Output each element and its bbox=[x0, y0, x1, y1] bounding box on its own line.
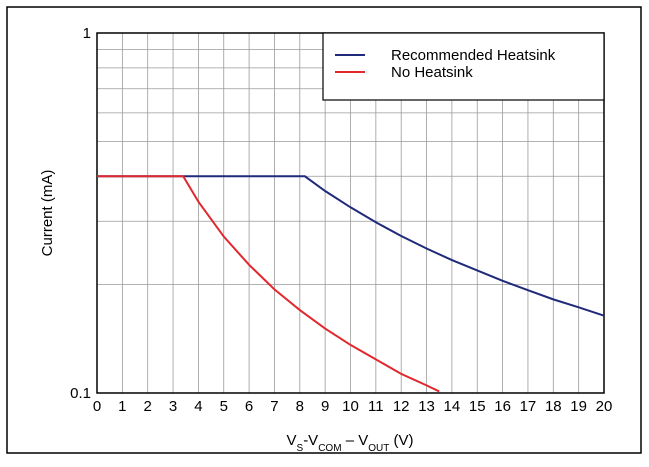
x-tick-label: 12 bbox=[393, 398, 410, 415]
x-axis-label-part: V bbox=[287, 432, 297, 449]
frame bbox=[6, 6, 642, 454]
line-series bbox=[97, 175, 440, 393]
x-axis-label-part: (V) bbox=[389, 432, 413, 449]
x-tick-label: 1 bbox=[118, 398, 126, 415]
x-tick-label: 14 bbox=[444, 398, 461, 415]
x-axis-label-part: OUT bbox=[368, 443, 389, 454]
x-axis-label-part: COM bbox=[318, 443, 341, 454]
x-tick-label: 5 bbox=[220, 398, 228, 415]
x-tick-label: 9 bbox=[321, 398, 329, 415]
x-tick-label: 7 bbox=[270, 398, 278, 415]
x-tick-label: 20 bbox=[596, 398, 613, 415]
x-tick-label: 11 bbox=[368, 398, 384, 415]
x-tick-label: 8 bbox=[296, 398, 304, 415]
legend-label: No Heatsink bbox=[391, 64, 473, 81]
x-tick-label: 16 bbox=[494, 398, 511, 415]
y-tick-label: 1 bbox=[83, 25, 91, 42]
x-tick-label: 17 bbox=[520, 398, 537, 415]
legend-box bbox=[322, 32, 605, 101]
x-axis-label-part: -V bbox=[303, 432, 318, 449]
x-axis-label-part: S bbox=[297, 443, 304, 454]
x-tick-label: 2 bbox=[144, 398, 152, 415]
x-axis-label-part: – V bbox=[342, 432, 369, 449]
x-tick-label: 4 bbox=[194, 398, 202, 415]
x-tick-label: 10 bbox=[342, 398, 359, 415]
x-tick-label: 0 bbox=[93, 398, 101, 415]
x-tick-label: 6 bbox=[245, 398, 253, 415]
y-tick-label: 0.1 bbox=[70, 385, 91, 402]
x-tick-label: 15 bbox=[469, 398, 486, 415]
x-tick-label: 18 bbox=[545, 398, 562, 415]
x-axis-label: VS-VCOM – VOUT (V) bbox=[287, 432, 414, 454]
x-tick-label: 19 bbox=[570, 398, 587, 415]
x-tick-label: 3 bbox=[169, 398, 177, 415]
y-axis-label: Current (mA) bbox=[39, 170, 56, 257]
x-tick-label: 13 bbox=[418, 398, 435, 415]
line-series bbox=[97, 175, 605, 317]
legend-label: Recommended Heatsink bbox=[391, 47, 556, 64]
